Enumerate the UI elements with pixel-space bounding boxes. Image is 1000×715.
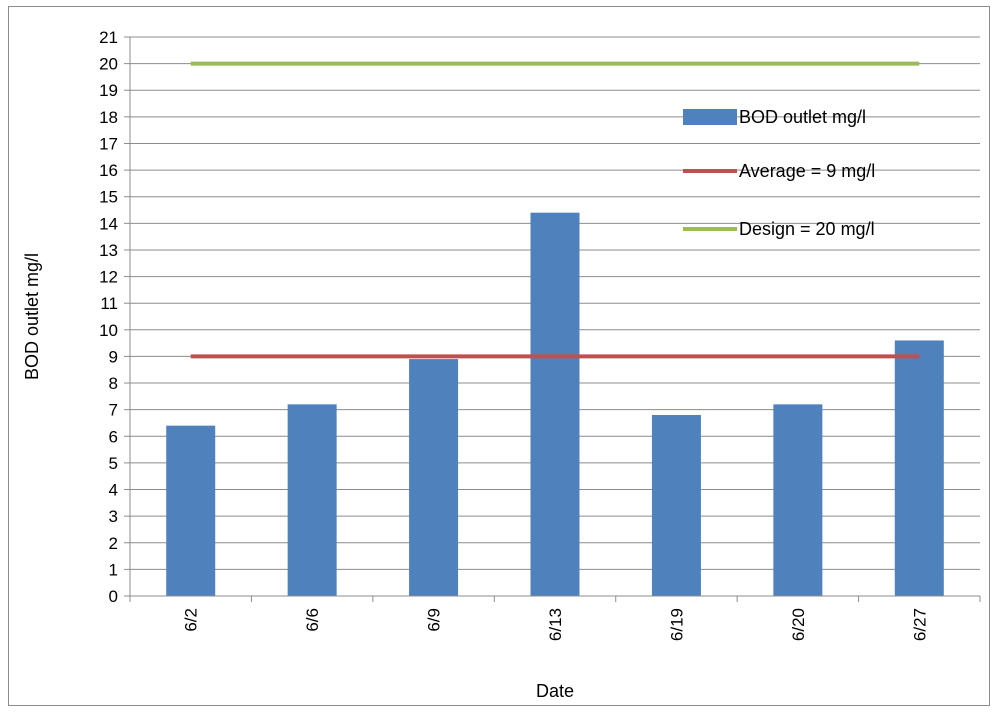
- y-tick-label: 19: [99, 81, 118, 100]
- legend-label: Average = 9 mg/l: [739, 161, 875, 181]
- bar: [409, 359, 459, 596]
- y-tick-label: 7: [109, 401, 118, 420]
- bar-series: [166, 212, 944, 596]
- x-tick-label: 6/20: [789, 608, 808, 641]
- y-tick-label: 2: [109, 534, 118, 553]
- legend-item: Average = 9 mg/l: [683, 161, 875, 181]
- y-tick-label: 1: [109, 560, 118, 579]
- y-tick-label: 6: [109, 427, 118, 446]
- legend-item: Design = 20 mg/l: [683, 219, 875, 239]
- y-tick-label: 10: [99, 321, 118, 340]
- y-tick-label: 14: [99, 214, 118, 233]
- legend: BOD outlet mg/l Average = 9 mg/l Design = …: [683, 107, 875, 239]
- x-axis-title: Date: [536, 681, 574, 701]
- bar: [651, 414, 701, 596]
- y-tick-label: 20: [99, 55, 118, 74]
- legend-swatch: [683, 109, 737, 125]
- bar: [773, 404, 823, 596]
- y-tick-label: 21: [99, 28, 118, 47]
- line-series: [190, 61, 920, 359]
- y-tick-label: 8: [109, 374, 118, 393]
- y-axis-title: BOD outlet mg/l: [22, 253, 42, 380]
- y-tick-label: 13: [99, 241, 118, 260]
- x-axis-ticks: 6/2 6/6 6/9 6/13 6/19 6/20 6/27: [129, 596, 981, 641]
- y-tick-label: 9: [109, 347, 118, 366]
- y-tick-label: 18: [99, 108, 118, 127]
- y-tick-label: 15: [99, 188, 118, 207]
- x-tick-label: 6/2: [182, 608, 201, 632]
- legend-label: BOD outlet mg/l: [739, 107, 866, 127]
- bar: [894, 340, 944, 596]
- x-tick-label: 6/19: [667, 608, 686, 641]
- y-tick-label: 4: [109, 481, 118, 500]
- y-tick-label: 17: [99, 134, 118, 153]
- y-tick-label: 5: [109, 454, 118, 473]
- x-tick-label: 6/27: [910, 608, 929, 641]
- x-tick-label: 6/9: [425, 608, 444, 632]
- y-tick-label: 11: [100, 294, 118, 313]
- bar: [530, 212, 580, 596]
- y-tick-label: 0: [109, 587, 118, 606]
- y-tick-label: 12: [99, 268, 118, 287]
- bar: [166, 425, 216, 596]
- y-tick-label: 3: [109, 507, 118, 526]
- x-tick-label: 6/13: [546, 608, 565, 641]
- bar: [287, 404, 337, 596]
- legend-label: Design = 20 mg/l: [739, 219, 875, 239]
- x-tick-label: 6/6: [303, 608, 322, 632]
- y-tick-label: 16: [99, 161, 118, 180]
- legend-item: BOD outlet mg/l: [683, 107, 866, 127]
